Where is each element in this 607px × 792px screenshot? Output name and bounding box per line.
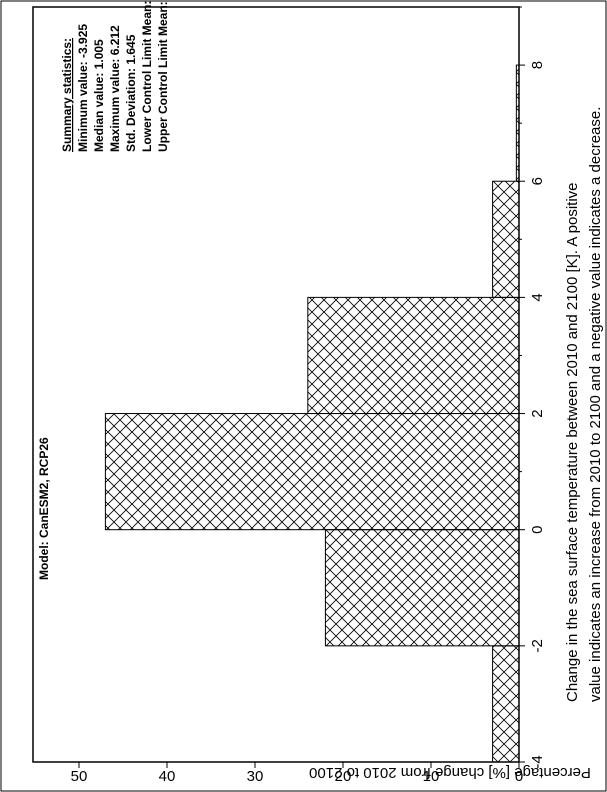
model-annotation: Model: CanESM2, RCP26	[37, 437, 51, 580]
histogram-bar	[515, 64, 520, 182]
y-tick-label: 50	[71, 768, 88, 785]
x-axis-label-line1: Change in the sea surface temperature be…	[564, 182, 581, 702]
model-label: Model: CanESM2, RCP26	[37, 437, 51, 580]
histogram-bar	[307, 296, 520, 415]
stats-title: Summary statistics:	[60, 38, 74, 152]
x-tick-label: -2	[529, 639, 546, 652]
stats-line-lcl: Lower Control Limit Mean: 0.9	[140, 0, 154, 152]
x-tick-label: 4	[529, 293, 546, 301]
x-axis-label-line2: value indicates an increase from 2010 to…	[587, 107, 604, 702]
histogram-bar	[492, 180, 520, 298]
stats-line-max: Maximum value: 6.212	[108, 25, 122, 152]
x-tick-label: 6	[529, 177, 546, 185]
histogram-bar	[492, 645, 520, 763]
y-tick-label: 30	[247, 768, 264, 785]
x-axis-ticks: -4 -2 0 2 4 6 8	[519, 6, 546, 769]
x-tick-label: -4	[529, 755, 546, 768]
y-tick-label: 0	[515, 768, 523, 785]
summary-statistics: Summary statistics: Minimum value: -3.92…	[60, 0, 170, 152]
y-axis-ticks: 0 10 20 30 40 50	[71, 762, 523, 785]
y-tick-label: 40	[159, 768, 176, 785]
stats-line-min: Minimum value: -3.925	[76, 24, 90, 152]
bars-group	[104, 64, 520, 763]
y-tick-label: 10	[423, 768, 440, 785]
x-tick-label: 2	[529, 409, 546, 417]
histogram-bar	[104, 413, 520, 531]
stats-line-std: Std. Deviation: 1.645	[124, 34, 138, 152]
stats-line-ucl: Upper Control Limit Mean: 1.311	[156, 0, 170, 152]
stats-line-median: Median value: 1.005	[92, 39, 106, 152]
x-tick-label: 0	[529, 526, 546, 534]
y-axis-label: Percentage [%] change from 2010 to 2100	[309, 764, 591, 781]
x-tick-label: 8	[529, 61, 546, 69]
histogram-bar	[324, 529, 520, 647]
y-tick-label: 20	[335, 768, 352, 785]
